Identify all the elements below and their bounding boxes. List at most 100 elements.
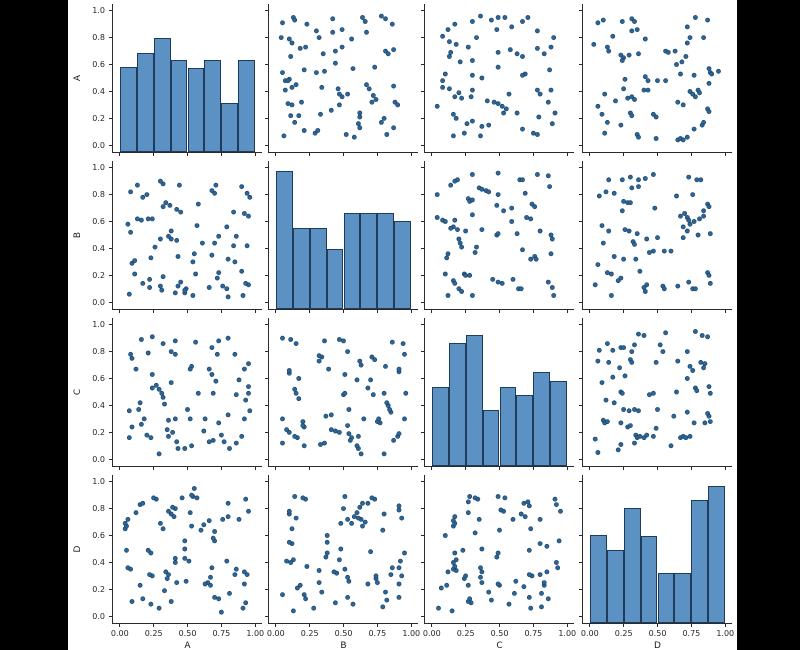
x-tick <box>343 466 344 470</box>
y-tick <box>264 508 268 510</box>
hist-bar <box>448 342 466 466</box>
y-tick-label: 0.6 <box>92 374 105 384</box>
scatter-points-A-B <box>278 13 401 140</box>
y-tick <box>264 10 268 12</box>
x-tick <box>623 152 625 156</box>
x-tick <box>589 309 591 313</box>
x-tick <box>119 152 121 156</box>
panel-D-B: 0.00 0.25 0.50 0.75 1.00 B <box>264 475 420 650</box>
x-tick <box>465 309 467 313</box>
row-label-A: A <box>73 74 83 82</box>
x-tick <box>410 466 412 470</box>
y-tick <box>420 351 424 353</box>
hist-bar <box>275 171 293 309</box>
y-tick-label: 0.4 <box>92 400 105 410</box>
y-tick <box>108 10 112 12</box>
x-tick <box>187 466 188 470</box>
y-tick <box>578 535 582 537</box>
y-tick <box>108 458 112 460</box>
x-tick <box>566 152 568 156</box>
y-tick <box>264 90 268 92</box>
x-tick-label: 0.25 <box>456 629 475 638</box>
y-tick <box>578 431 582 433</box>
panel-B-B <box>264 161 418 313</box>
panel-D-D: 0.00 0.25 0.50 0.75 1.00 D <box>578 475 734 650</box>
y-tick-label: 0.0 <box>92 140 105 150</box>
hist-bar <box>606 549 624 623</box>
x-tick-label: 0.50 <box>334 629 353 638</box>
y-tick <box>108 301 112 303</box>
hist-bar <box>533 372 551 466</box>
panel-A-C <box>420 4 574 156</box>
x-tick <box>153 623 155 627</box>
row-label-D: D <box>73 545 83 553</box>
y-tick <box>578 90 582 92</box>
y-tick <box>108 351 112 353</box>
y-tick <box>264 247 268 249</box>
y-tick-label: 0.4 <box>92 557 105 567</box>
y-tick-label: 0.8 <box>92 347 105 357</box>
x-tick <box>410 623 412 627</box>
y-tick <box>264 561 268 563</box>
y-tick <box>420 117 424 119</box>
y-tick-label: 0.8 <box>92 190 105 200</box>
x-tick <box>657 466 658 470</box>
x-tick-label: 0.00 <box>110 629 129 638</box>
y-tick <box>420 588 424 590</box>
x-tick <box>690 466 692 470</box>
hist-bar <box>674 572 692 623</box>
y-tick <box>420 194 424 196</box>
x-tick-label: 1.00 <box>246 629 265 638</box>
x-tick <box>566 623 568 627</box>
x-tick <box>623 466 625 470</box>
hist-bar <box>136 53 154 152</box>
y-tick <box>420 324 424 326</box>
x-tick <box>153 466 155 470</box>
x-tick <box>309 152 311 156</box>
hist-bar <box>153 38 171 152</box>
y-tick <box>578 588 582 590</box>
x-tick <box>254 152 256 156</box>
x-tick <box>254 309 256 313</box>
panel-A-D <box>578 4 732 156</box>
x-tick-label: 0.75 <box>368 629 387 638</box>
x-tick <box>343 309 344 313</box>
x-tick <box>532 309 534 313</box>
x-tick <box>690 152 692 156</box>
y-tick-label: 1.0 <box>92 477 105 487</box>
x-tick <box>465 623 467 627</box>
y-tick-label: 1.0 <box>92 6 105 16</box>
y-tick-label: 0.2 <box>92 584 105 594</box>
x-tick <box>657 623 658 627</box>
panel-B-A: 0.0 0.2 0.4 0.6 0.8 1.0 B <box>73 161 262 313</box>
hist-bar <box>499 387 517 466</box>
hist-bar <box>691 499 709 623</box>
x-tick <box>254 466 256 470</box>
y-tick <box>108 378 112 380</box>
y-tick <box>264 274 268 276</box>
y-tick <box>264 194 268 196</box>
scatter-points-C-D <box>592 329 713 455</box>
hist-bar <box>326 249 344 309</box>
x-tick <box>566 466 568 470</box>
y-tick-label: 0.6 <box>92 60 105 70</box>
hist-bar <box>292 227 310 309</box>
x-tick <box>275 152 277 156</box>
y-tick <box>420 561 424 563</box>
panel-C-D <box>578 318 732 470</box>
panel-C-A: 0.0 0.2 0.4 0.6 0.8 1.0 C <box>73 318 262 470</box>
y-tick <box>420 90 424 92</box>
x-tick-label: 0.50 <box>648 629 667 638</box>
y-tick <box>578 324 582 326</box>
y-tick <box>420 64 424 66</box>
x-tick-label: 0.25 <box>144 629 163 638</box>
hist-bar <box>204 59 222 152</box>
x-tick <box>187 623 188 627</box>
hist-bar <box>516 395 534 466</box>
y-tick <box>578 144 582 146</box>
x-tick-label: 0.00 <box>266 629 285 638</box>
hist-bar <box>708 486 726 623</box>
pairplot-figure: 0.0 0.2 0.4 0.6 0.8 1.0 A 0.0 0.2 0.4 0.6 0.8 1.0 B 0.… <box>68 0 737 650</box>
y-tick <box>108 221 112 223</box>
hist-bar <box>657 572 675 623</box>
